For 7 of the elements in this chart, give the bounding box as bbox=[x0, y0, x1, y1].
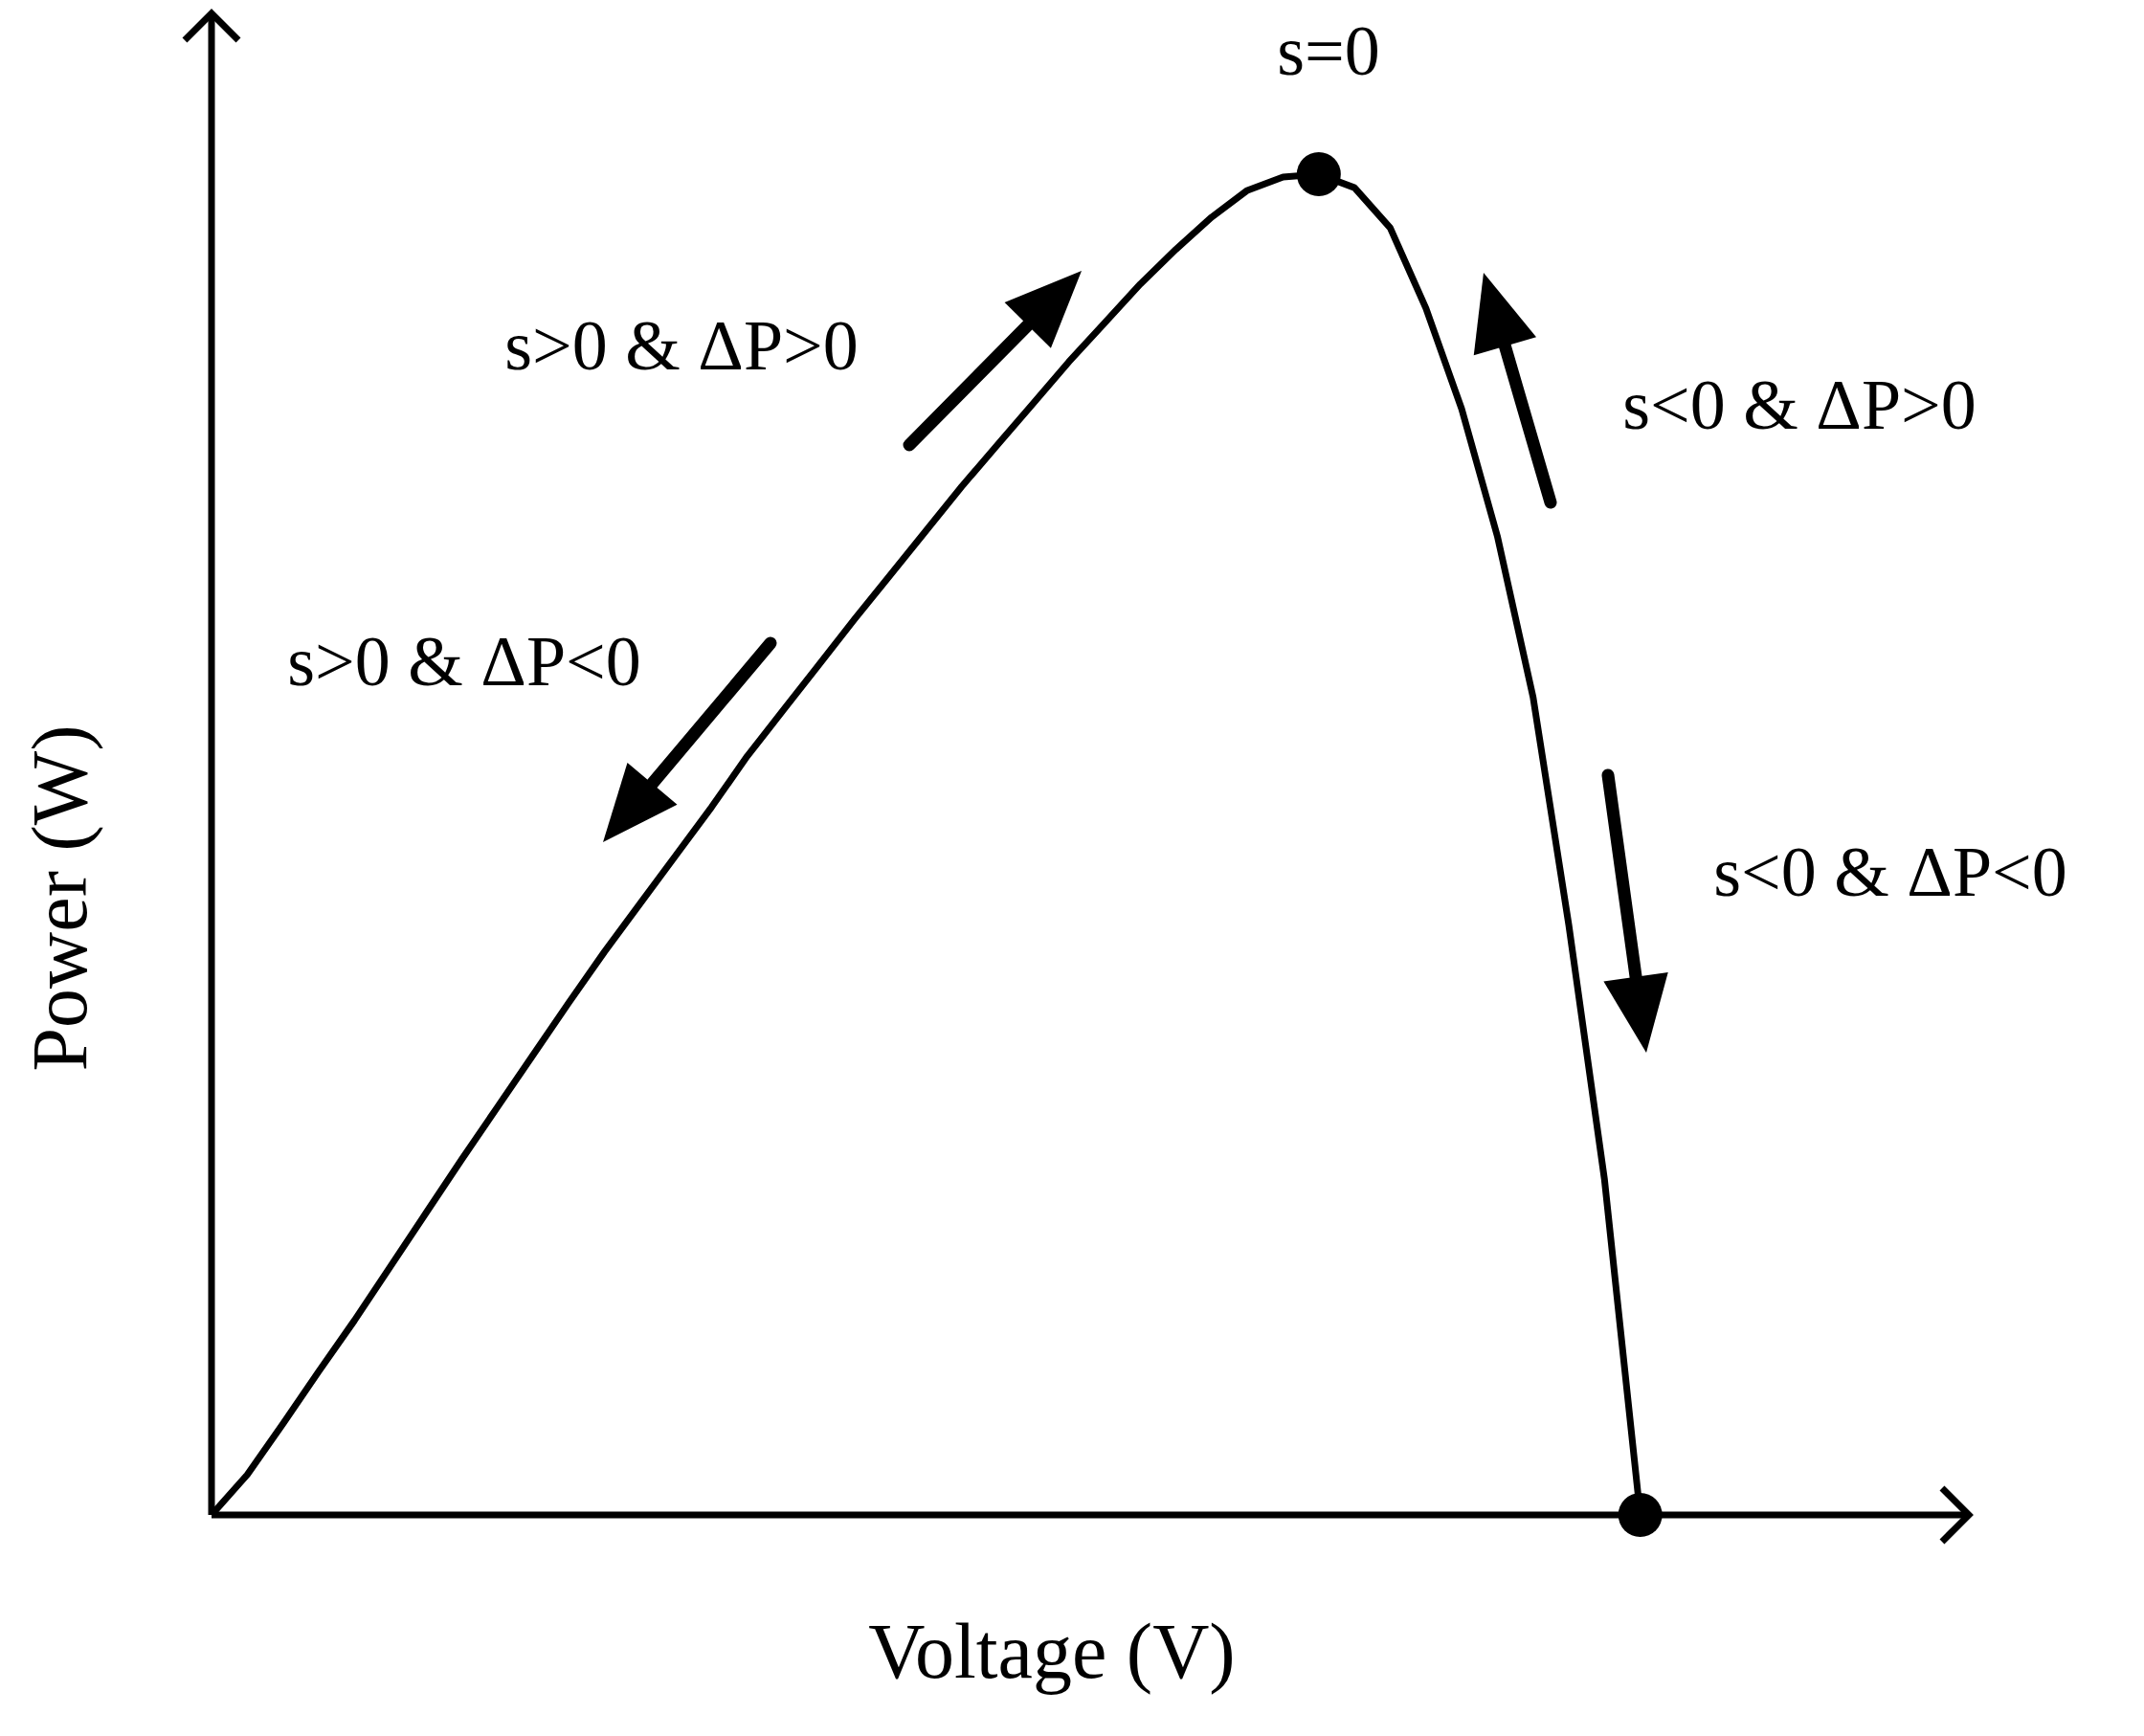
x-axis-title: Voltage (V) bbox=[868, 1608, 1236, 1695]
annotation: s>0 & ΔP<0 bbox=[287, 622, 641, 701]
text: s<0 & ΔP<0 bbox=[1713, 833, 2067, 911]
annotation: s>0 & ΔP>0 bbox=[504, 306, 859, 385]
text: s=0 bbox=[1277, 11, 1380, 90]
annotation: s<0 & ΔP>0 bbox=[1622, 366, 1976, 444]
y-axis-title: Power (W) bbox=[16, 724, 103, 1072]
